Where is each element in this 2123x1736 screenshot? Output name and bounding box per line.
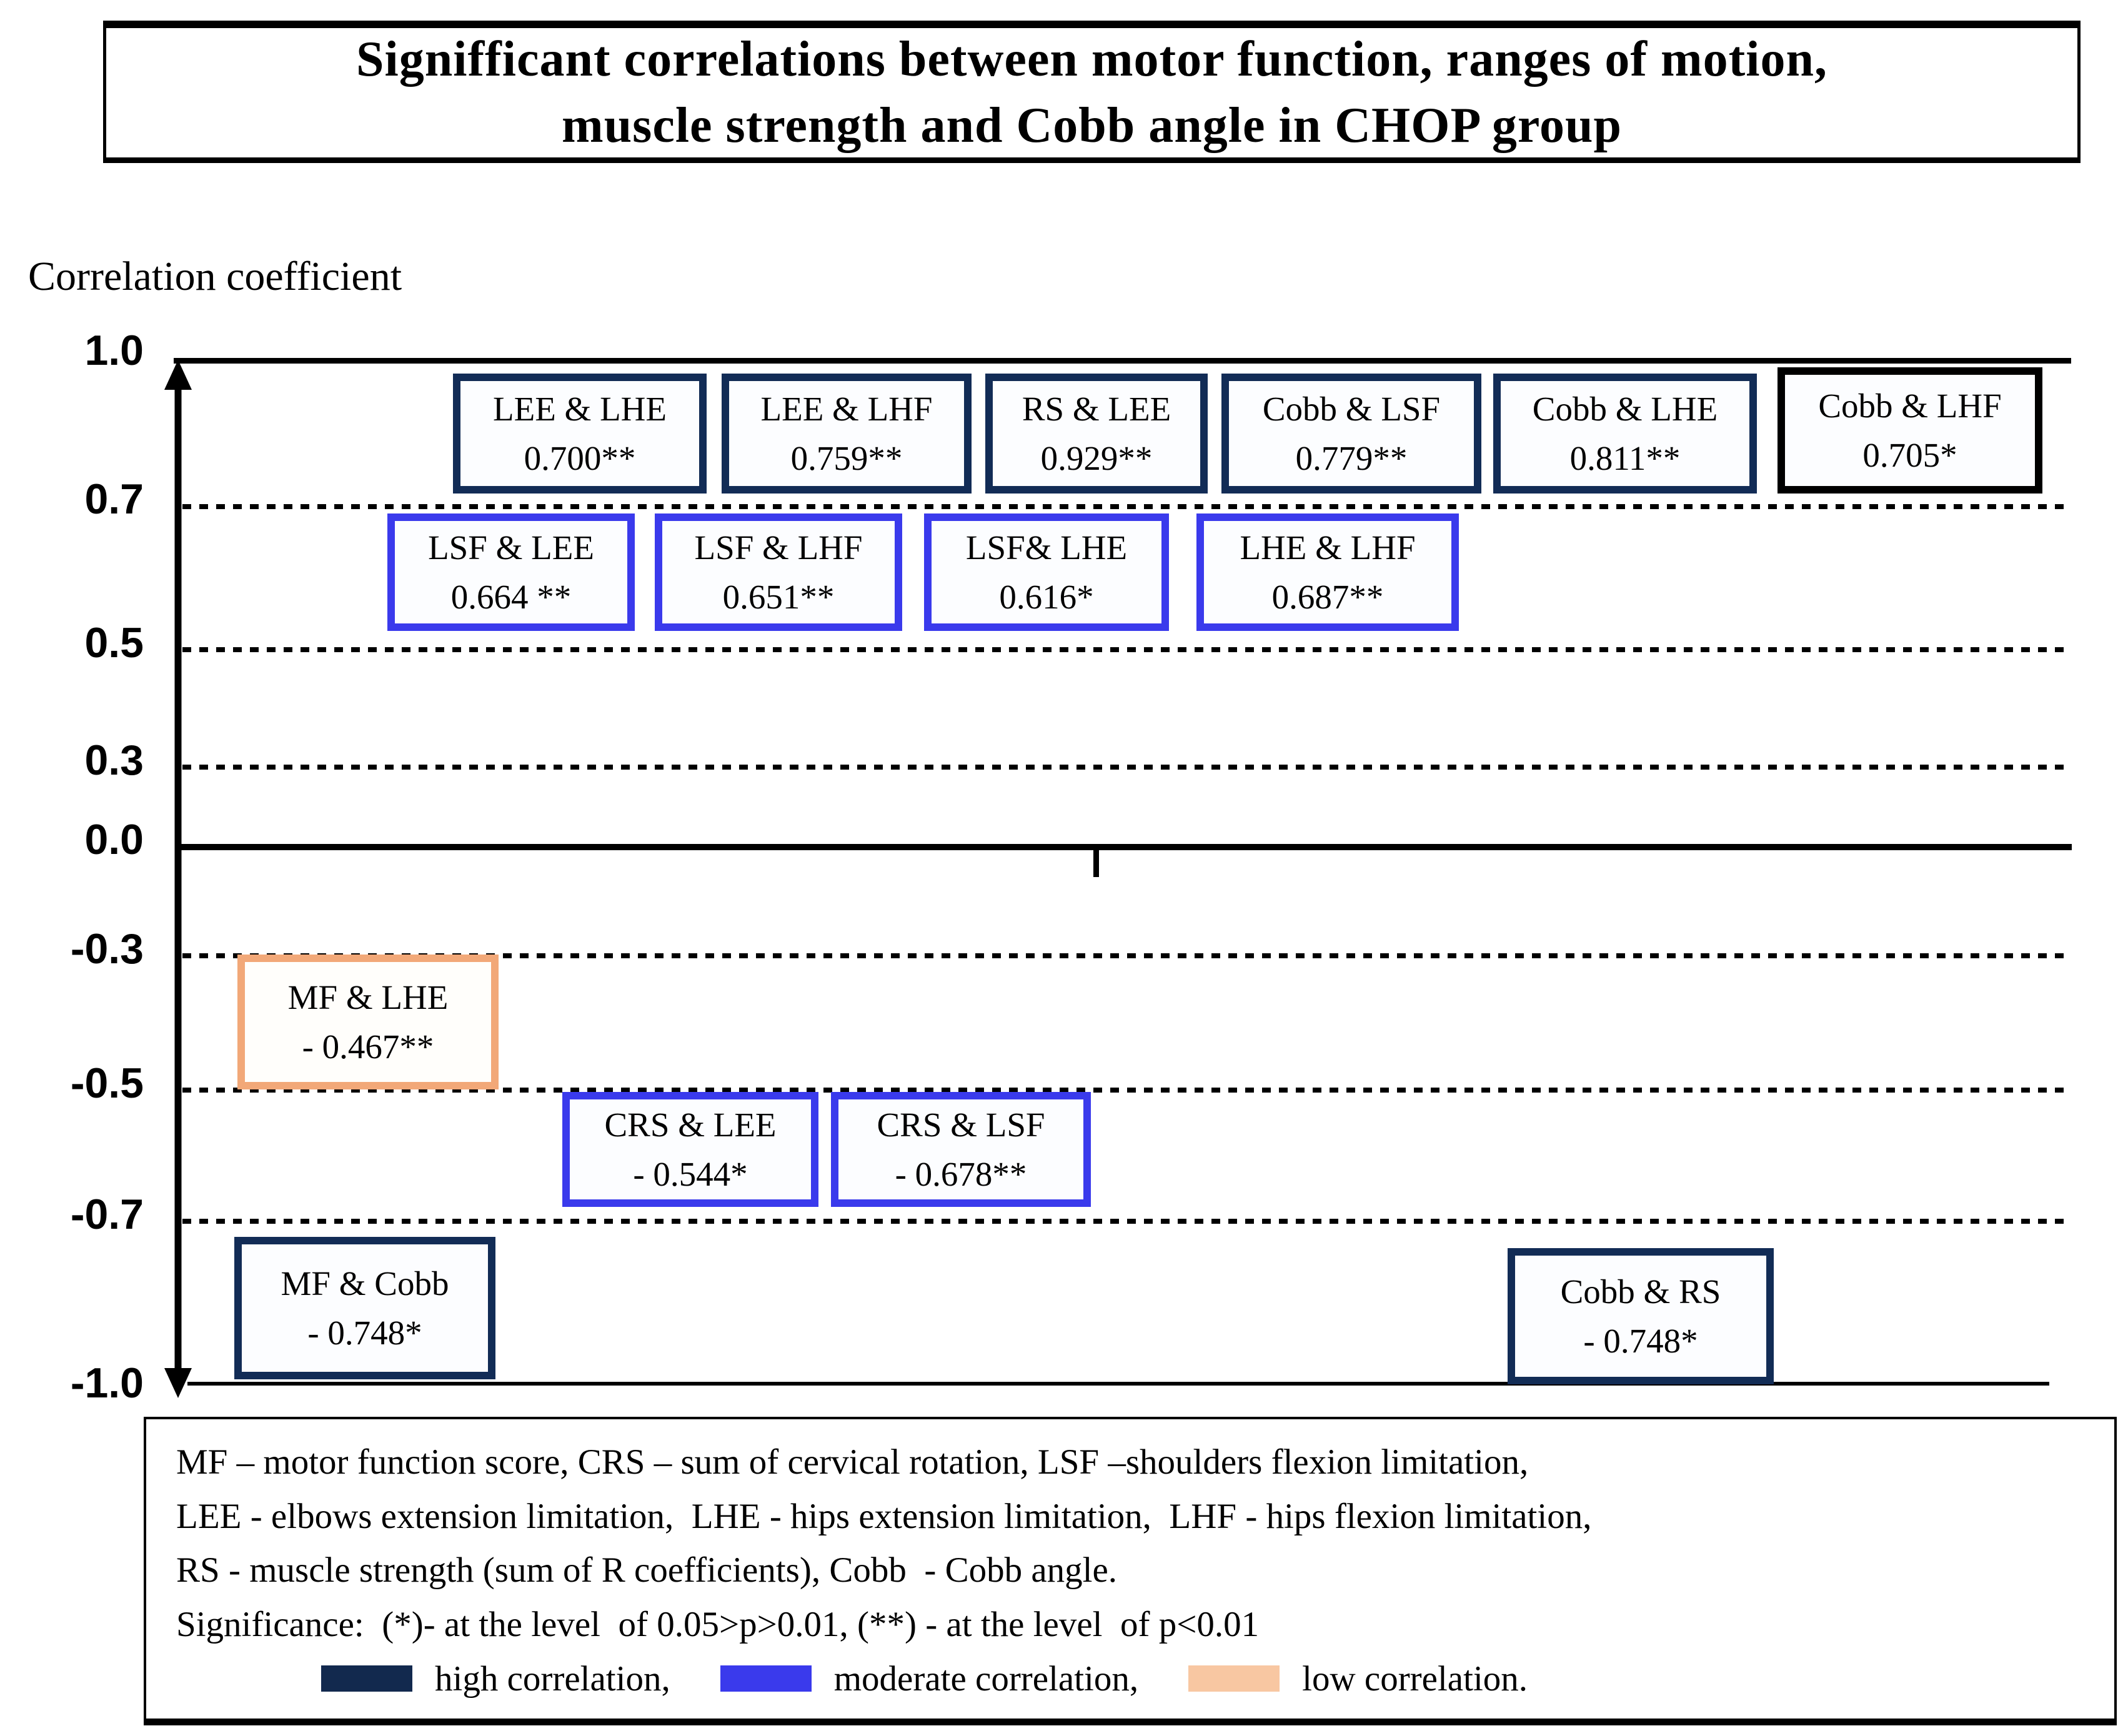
y-tick-0-5: 0.5: [84, 619, 144, 667]
corr-box-cobb-lsf: Cobb & LSF 0.779**: [1221, 374, 1481, 494]
y-tick-0-7: 0.7: [84, 475, 144, 523]
zero-line-tick: [1093, 848, 1099, 877]
value-label: 0.811**: [1569, 439, 1681, 477]
low-correlation-swatch: [1188, 1665, 1280, 1692]
pair-label: Cobb & LSF: [1262, 390, 1441, 428]
y-axis-arrow: [164, 360, 192, 1398]
legend-label-low: low correlation.: [1302, 1659, 1528, 1699]
moderate-correlation-swatch: [720, 1665, 812, 1692]
value-label: 0.705*: [1862, 436, 1957, 474]
y-tick-1-0: 1.0: [84, 327, 144, 374]
pair-label: CRS & LEE: [604, 1106, 777, 1144]
corr-box-lee-lhf: LEE & LHF 0.759**: [722, 374, 972, 494]
pair-label: Cobb & LHE: [1532, 390, 1718, 428]
value-label: - 0.748*: [307, 1314, 422, 1352]
value-label: - 0.748*: [1583, 1322, 1698, 1360]
value-label: 0.616*: [999, 578, 1094, 616]
value-label: 0.651**: [722, 578, 835, 616]
value-label: 0.687**: [1271, 578, 1384, 616]
corr-box-mf-cobb: MF & Cobb - 0.748*: [234, 1237, 495, 1379]
corr-box-lee-lhe: LEE & LHE 0.700**: [453, 374, 707, 494]
corr-box-mf-lhe: MF & LHE - 0.467**: [237, 955, 499, 1089]
value-label: 0.664 **: [450, 578, 572, 616]
legend-label-high: high correlation,: [435, 1659, 670, 1699]
legend-row: high correlation, moderate correlation, …: [321, 1661, 2084, 1697]
pair-label: CRS & LSF: [877, 1106, 1045, 1144]
footnote-line4: Significance: (*)- at the level of 0.05>…: [176, 1604, 1260, 1644]
gridline-plus1: [174, 358, 2071, 364]
pair-label: Cobb & RS: [1560, 1272, 1721, 1311]
corr-box-crs-lsf: CRS & LSF - 0.678**: [831, 1092, 1091, 1207]
value-label: - 0.544*: [633, 1155, 748, 1193]
corr-box-crs-lee: CRS & LEE - 0.544*: [562, 1092, 818, 1207]
gridline-0-5: [182, 647, 2071, 652]
corr-box-cobb-rs: Cobb & RS - 0.748*: [1508, 1248, 1774, 1384]
pair-label: LEE & LHE: [493, 390, 667, 428]
gridline-0-7: [182, 504, 2071, 509]
value-label: 0.929**: [1040, 439, 1153, 477]
footnote-line1: MF – motor function score, CRS – sum of …: [176, 1442, 1529, 1482]
value-label: - 0.678**: [895, 1155, 1027, 1193]
chart-title-box: Signifficant correlations between motor …: [103, 21, 2081, 163]
pair-label: MF & Cobb: [281, 1264, 449, 1302]
pair-label: LSF & LHF: [694, 528, 863, 567]
pair-label: LSF& LHE: [965, 528, 1128, 567]
footnote-line3: RS - muscle strength (sum of R coefficie…: [176, 1550, 1118, 1590]
gridline-minus1: [187, 1382, 2049, 1386]
corr-box-lsf-lee: LSF & LEE 0.664 **: [387, 513, 635, 631]
chart-title-line1: Signifficant correlations between motor …: [356, 31, 1827, 87]
corr-box-cobb-lhf: Cobb & LHF 0.705*: [1777, 367, 2042, 494]
value-label: 0.779**: [1295, 439, 1408, 477]
pair-label: Cobb & LHF: [1818, 387, 2002, 425]
corr-box-lhe-lhf: LHE & LHF 0.687**: [1196, 513, 1459, 631]
footnote-line2: LEE - elbows extension limitation, LHE -…: [176, 1496, 1592, 1536]
y-tick-0-0: 0.0: [84, 816, 144, 863]
gridline-m0-3: [182, 953, 2071, 958]
chart-title-line2: muscle strength and Cobb angle in CHOP g…: [562, 97, 1622, 153]
y-tick-m0-7: -0.7: [70, 1191, 144, 1238]
y-tick-0-3: 0.3: [84, 737, 144, 784]
y-axis-caption: Correlation coefficient: [28, 254, 402, 299]
value-label: 0.759**: [790, 439, 903, 477]
pair-label: LSF & LEE: [428, 528, 594, 567]
value-label: - 0.467**: [302, 1028, 434, 1066]
corr-box-lsf-lhe: LSF& LHE 0.616*: [924, 513, 1169, 631]
corr-box-cobb-lhe: Cobb & LHE 0.811**: [1493, 374, 1757, 494]
y-tick-m0-5: -0.5: [70, 1059, 144, 1107]
gridline-m0-7: [182, 1219, 2071, 1224]
gridline-0-3: [182, 765, 2071, 770]
gridline-m0-5: [182, 1088, 2071, 1093]
high-correlation-swatch: [321, 1665, 412, 1692]
pair-label: MF & LHE: [287, 978, 449, 1016]
pair-label: LEE & LHF: [760, 390, 933, 428]
value-label: 0.700**: [524, 439, 636, 477]
axis-zero-line: [178, 844, 2072, 850]
footnote-box: MF – motor function score, CRS – sum of …: [144, 1417, 2117, 1725]
corr-box-rs-lee: RS & LEE 0.929**: [985, 374, 1208, 494]
y-tick-m1-0: -1.0: [70, 1359, 144, 1407]
y-tick-m0-3: -0.3: [70, 925, 144, 973]
pair-label: LHE & LHF: [1240, 528, 1416, 567]
pair-label: RS & LEE: [1022, 390, 1171, 428]
corr-box-lsf-lhf: LSF & LHF 0.651**: [655, 513, 902, 631]
legend-label-moderate: moderate correlation,: [833, 1659, 1139, 1699]
